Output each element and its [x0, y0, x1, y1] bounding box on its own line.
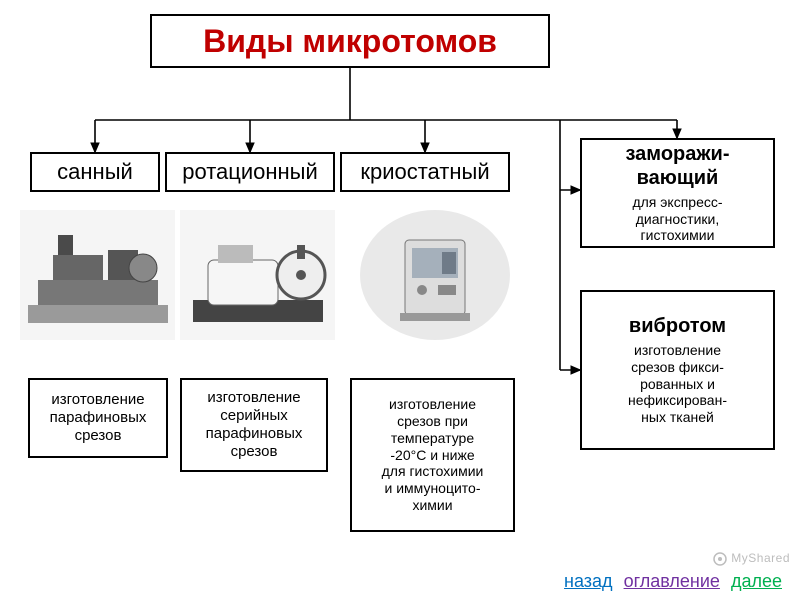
- diagram-canvas: { "diagram": { "title": "Виды микротомов…: [0, 0, 800, 600]
- type-freezing-label: заморажи- вающий: [625, 142, 729, 190]
- type-sledge-label: санный: [57, 159, 133, 185]
- nav-next-link[interactable]: далее: [731, 571, 782, 591]
- watermark-text: MyShared: [731, 551, 790, 565]
- nav-toc-link[interactable]: оглавление: [624, 571, 720, 591]
- image-rotary: [180, 210, 335, 340]
- type-rotary: ротационный: [165, 152, 335, 192]
- slide-nav: назад оглавление далее: [558, 571, 782, 592]
- type-freezing: заморажи- вающий для экспресс- диагности…: [580, 138, 775, 248]
- rotary-illustration-icon: [183, 220, 333, 330]
- type-vibrotome-sub: изготовление срезов фикси- рованных и не…: [628, 342, 727, 426]
- nav-back-link[interactable]: назад: [564, 571, 613, 591]
- desc-sledge-text: изготовление парафиновых срезов: [50, 391, 147, 445]
- image-cryostat: [360, 210, 510, 340]
- type-vibrotome-label: вибротом: [629, 314, 726, 338]
- desc-rotary-text: изготовление серийных парафиновых срезов: [206, 389, 303, 461]
- type-cryostat-label: криостатный: [360, 159, 489, 185]
- desc-cryostat: изготовление срезов при температуре -20°…: [350, 378, 515, 532]
- cryostat-illustration-icon: [380, 220, 490, 330]
- type-cryostat: криостатный: [340, 152, 510, 192]
- desc-cryostat-text: изготовление срезов при температуре -20°…: [382, 396, 484, 514]
- desc-sledge: изготовление парафиновых срезов: [28, 378, 168, 458]
- sledge-illustration-icon: [23, 220, 173, 330]
- type-rotary-label: ротационный: [182, 159, 318, 185]
- type-vibrotome: вибротом изготовление срезов фикси- рова…: [580, 290, 775, 450]
- type-freezing-sub: для экспресс- диагностики, гистохимии: [632, 194, 722, 244]
- desc-rotary: изготовление серийных парафиновых срезов: [180, 378, 328, 472]
- watermark: MyShared: [713, 551, 790, 566]
- watermark-logo-icon: [713, 552, 727, 566]
- image-sledge: [20, 210, 175, 340]
- type-sledge: санный: [30, 152, 160, 192]
- diagram-title: Виды микротомов: [150, 14, 550, 68]
